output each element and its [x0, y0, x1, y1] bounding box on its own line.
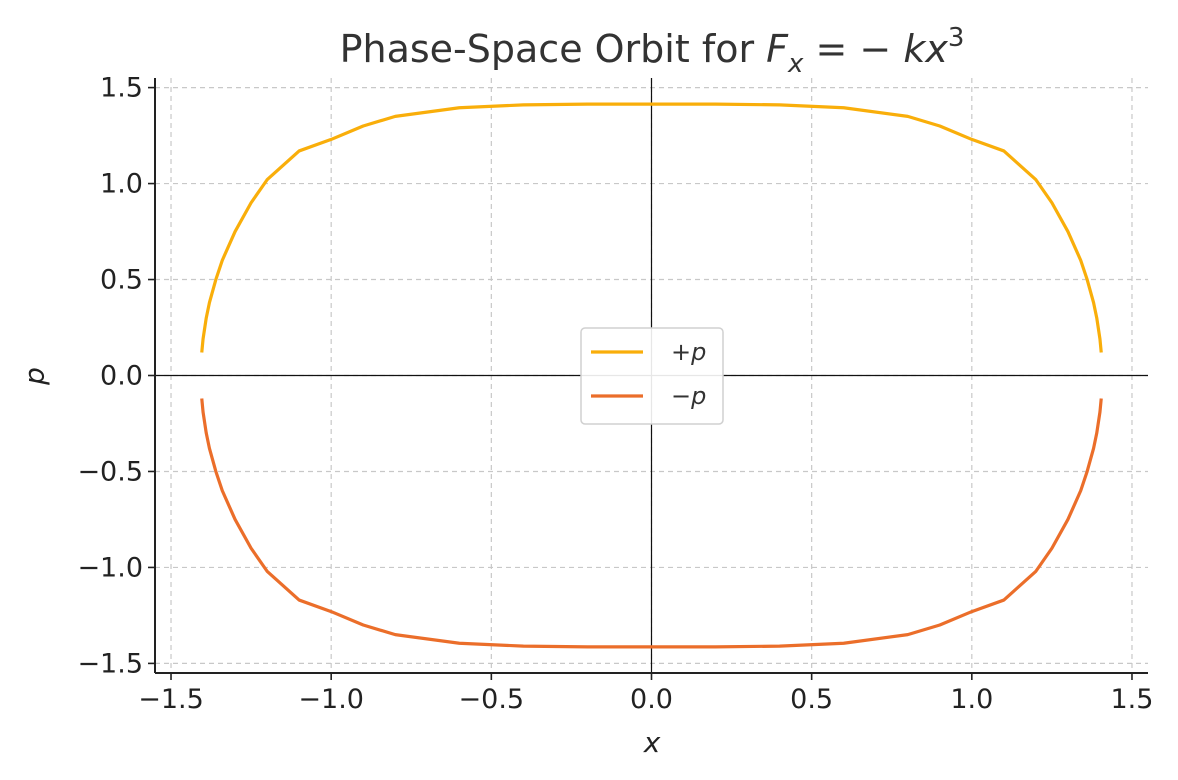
series-line-plus-p — [200, 102, 1103, 353]
legend-label-1: −p — [671, 382, 706, 410]
y-tick-label-3: 0.0 — [100, 361, 143, 392]
x-tick-label-1: −1.0 — [298, 684, 364, 715]
series-lines — [200, 102, 1103, 649]
x-tick-label-4: 0.5 — [790, 684, 833, 715]
chart-title-sub: x — [787, 49, 804, 79]
x-axis-label: x — [643, 726, 661, 759]
y-tick-label-6: 1.5 — [100, 73, 143, 104]
y-tick-label-0: −1.5 — [77, 648, 143, 679]
legend: +p −p — [580, 327, 724, 425]
chart-title: Phase-Space Orbit for Fx = − kx3 — [340, 23, 965, 79]
legend-label-0: +p — [671, 338, 706, 366]
x-tick-label-3: 0.0 — [630, 684, 673, 715]
series-line-minus-p — [200, 398, 1103, 649]
x-tick-label-2: −0.5 — [459, 684, 525, 715]
chart-title-eq: = − — [803, 27, 903, 71]
chart-title-prefix: Phase-Space Orbit for — [340, 27, 767, 71]
chart-title-exp: 3 — [948, 23, 965, 53]
tick-labels: −1.5 −1.0 −0.5 0.0 0.5 1.0 1.5 −1.5 −1.0 −0.5 0.0 0… — [77, 73, 1153, 715]
x-tick-label-0: −1.5 — [138, 684, 204, 715]
y-tick-label-1: −1.0 — [77, 552, 143, 583]
axes — [148, 78, 1148, 680]
y-tick-label-4: 0.5 — [100, 265, 143, 296]
y-axis-label: p — [18, 367, 51, 386]
x-tick-label-6: 1.5 — [1111, 684, 1154, 715]
x-tick-label-5: 1.0 — [950, 684, 993, 715]
chart-title-kx: kx — [903, 27, 948, 71]
y-tick-label-5: 1.0 — [100, 169, 143, 200]
chart-title-F: F — [766, 27, 789, 71]
y-tick-label-2: −0.5 — [77, 456, 143, 487]
